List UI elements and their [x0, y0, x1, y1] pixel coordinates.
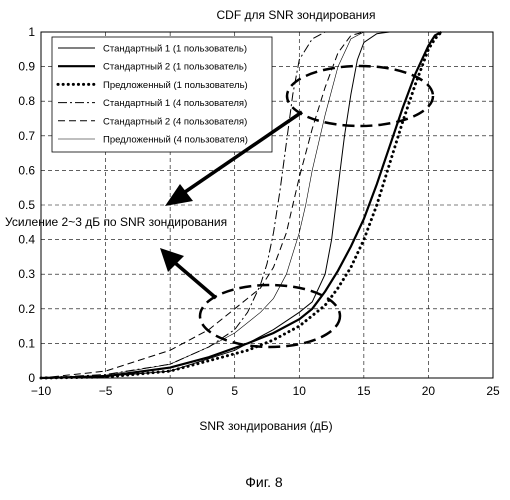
y-tick-label: 0.3 — [18, 267, 35, 281]
legend-label: Стандартный 2 (4 пользователя) — [103, 116, 247, 127]
y-tick-label: 1 — [28, 25, 35, 39]
legend-label: Предложенный (4 пользователя) — [103, 135, 248, 146]
y-tick-label: 0.6 — [18, 163, 35, 177]
x-tick-label: −5 — [99, 384, 113, 398]
legend: Стандартный 1 (1 пользователь) Стандартны… — [52, 37, 272, 152]
x-tick-label: 5 — [231, 384, 238, 398]
x-axis-label: SNR зондирования (дБ) — [199, 419, 332, 433]
x-tick-label: 20 — [422, 384, 436, 398]
legend-label: Предложенный (1 пользователь) — [103, 80, 248, 91]
upper-ellipse — [287, 66, 433, 126]
y-tick-label: 0.9 — [18, 60, 35, 74]
legend-label: Стандартный 1 (4 пользователя) — [103, 98, 247, 109]
legend-label: Стандартный 2 (1 пользователь) — [103, 62, 247, 73]
x-tick-label: 10 — [293, 384, 307, 398]
legend-label: Стандартный 1 (1 пользователь) — [103, 44, 247, 55]
x-tick-label: 15 — [357, 384, 371, 398]
y-tick-label: 0.5 — [18, 198, 35, 212]
gain-annotation: Усиление 2~3 дБ по SNR зондирования — [5, 215, 227, 229]
x-tick-label: 25 — [486, 384, 500, 398]
y-tick-label: 0.4 — [18, 233, 35, 247]
y-tick-label: 0.2 — [18, 302, 35, 316]
y-tick-label: 0.1 — [18, 336, 35, 350]
y-tick-label: 0.7 — [18, 129, 35, 143]
lower-ellipse — [200, 285, 340, 347]
arrow-lower — [174, 262, 216, 298]
y-tick-label: 0 — [28, 371, 35, 385]
x-tick-label: 0 — [167, 384, 174, 398]
chart-title: CDF для SNR зондирования — [217, 8, 376, 22]
x-tick-label: −10 — [31, 384, 52, 398]
figure-caption: Фиг. 8 — [245, 474, 283, 490]
y-tick-label: 0.8 — [18, 94, 35, 108]
